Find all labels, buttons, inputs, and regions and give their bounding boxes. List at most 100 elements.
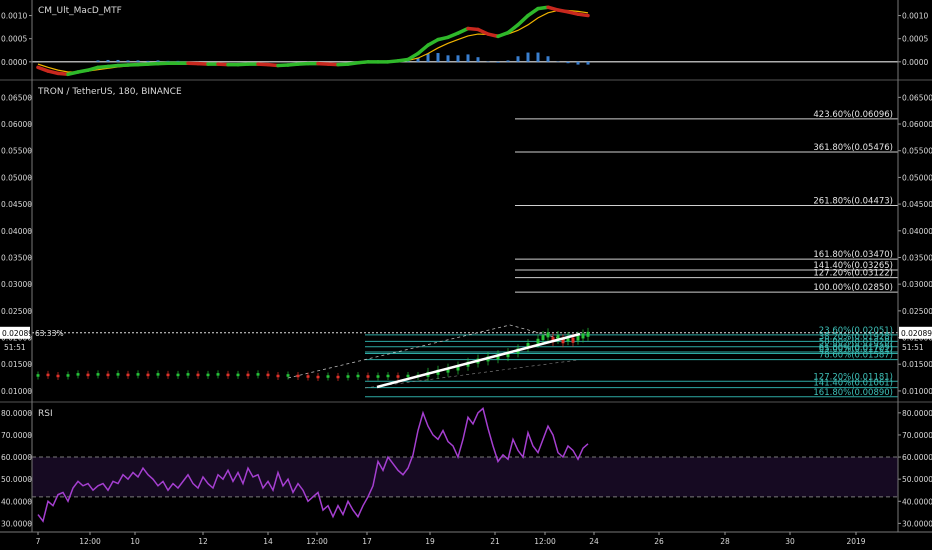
macd-histogram-bar bbox=[466, 54, 470, 62]
fib-level-label: 423.60%(0.06096) bbox=[813, 110, 893, 120]
candle-body bbox=[216, 373, 220, 376]
macd-histogram-bar bbox=[536, 52, 540, 62]
candle-body bbox=[136, 373, 140, 376]
trendline bbox=[376, 332, 581, 389]
candle-body bbox=[206, 373, 210, 377]
macd-histogram-bar bbox=[406, 60, 410, 62]
x-tick-label: 10 bbox=[130, 537, 140, 546]
candle-body bbox=[56, 374, 60, 378]
x-tick-label: 14 bbox=[263, 537, 273, 546]
x-tick-label: 12:00 bbox=[306, 537, 328, 546]
fib-level-label: 61.80%(0.01729) bbox=[819, 343, 893, 353]
candle-body bbox=[306, 375, 310, 378]
y-tick-right: 0.0010 bbox=[902, 12, 928, 21]
candle-body bbox=[76, 373, 80, 376]
candle-body bbox=[551, 337, 555, 343]
candle-body bbox=[506, 352, 510, 358]
candle-body bbox=[226, 373, 230, 377]
macd-line-segment bbox=[506, 23, 520, 35]
candle-body bbox=[336, 375, 340, 379]
candle-body bbox=[386, 374, 390, 378]
candle-body bbox=[186, 373, 190, 376]
macd-histogram-bar bbox=[146, 60, 150, 62]
y-tick-left: 0.04000 bbox=[1, 227, 32, 236]
candle-body bbox=[36, 374, 40, 377]
candle-body bbox=[66, 374, 70, 377]
fib-level-label: 127.20%(0.03122) bbox=[813, 269, 893, 279]
macd-histogram-bar bbox=[526, 52, 530, 62]
macd-histogram-bar bbox=[166, 60, 170, 62]
macd-histogram-bar bbox=[136, 60, 140, 62]
fib-level-label: 100.00%(0.02850) bbox=[813, 283, 893, 293]
macd-histogram-bar bbox=[546, 56, 550, 62]
y-tick-right: 0.04500 bbox=[902, 200, 932, 209]
macd-line-segment bbox=[576, 12, 590, 18]
y-tick-right: 0.03500 bbox=[902, 253, 932, 262]
y-tick-left: 0.0000 bbox=[1, 58, 27, 67]
candle-body bbox=[376, 375, 380, 378]
rsi-title: RSI bbox=[38, 409, 53, 419]
candle-body bbox=[566, 336, 570, 342]
y-tick-left: 0.06000 bbox=[1, 120, 32, 129]
candle-body bbox=[496, 354, 500, 360]
y-tick-right: 0.02500 bbox=[902, 307, 932, 316]
candle-body bbox=[256, 373, 260, 376]
y-tick-left: 0.05000 bbox=[1, 173, 32, 182]
macd-histogram-bar bbox=[496, 61, 500, 63]
candle-body bbox=[366, 375, 370, 378]
y-tick-left: 0.01500 bbox=[1, 360, 32, 369]
candle-body bbox=[396, 375, 400, 378]
macd-histogram-bar bbox=[586, 61, 590, 65]
fib-level-label: 261.80%(0.04473) bbox=[813, 197, 893, 207]
x-tick-label: 12:00 bbox=[79, 537, 101, 546]
x-tick-label: 17 bbox=[362, 537, 372, 546]
candle-body bbox=[246, 373, 250, 377]
macd-line-segment bbox=[426, 37, 440, 47]
macd-line-segment bbox=[496, 30, 510, 39]
candle-body bbox=[266, 373, 270, 377]
fib-level-label: 127.20%(0.01181) bbox=[813, 372, 893, 382]
candle-body bbox=[581, 333, 585, 339]
fib-level-label: 65.00%(0.01701) bbox=[819, 345, 893, 355]
fib-level-label: 141.40%(0.03265) bbox=[813, 261, 893, 271]
countdown-right: 51:51 bbox=[902, 343, 924, 352]
macd-histogram-bar bbox=[126, 60, 130, 62]
macd-histogram-bar bbox=[516, 56, 520, 62]
x-tick-label: 19 bbox=[425, 537, 435, 546]
candle-body bbox=[586, 331, 590, 337]
y-tick-left: 0.04500 bbox=[1, 200, 32, 209]
current-percent: 63.33% bbox=[35, 329, 64, 338]
countdown-left: 51:51 bbox=[4, 343, 26, 352]
fib-level-label: 38.20%(0.01928) bbox=[819, 332, 893, 342]
candle-body bbox=[276, 374, 280, 378]
y-tick-right: 80.0000 bbox=[902, 409, 932, 418]
macd-histogram-bar bbox=[476, 57, 480, 62]
candle-body bbox=[526, 343, 530, 349]
candle-body bbox=[536, 338, 540, 344]
candle-body bbox=[236, 373, 240, 377]
y-tick-left: 70.0000 bbox=[1, 431, 32, 440]
macd-line-segment bbox=[456, 26, 470, 35]
candle-body bbox=[106, 373, 110, 377]
fib-level-label: 50.00%(0.01828) bbox=[819, 338, 893, 348]
y-tick-right: 0.01000 bbox=[902, 387, 932, 396]
macd-line-segment bbox=[446, 31, 460, 40]
y-tick-left: 0.0010 bbox=[1, 12, 27, 21]
candle-body bbox=[166, 373, 170, 377]
macd-histogram-bar bbox=[456, 55, 460, 62]
macd-histogram-bar bbox=[156, 60, 160, 62]
macd-line-segment bbox=[526, 6, 540, 18]
y-tick-right: 60.0000 bbox=[902, 453, 932, 462]
macd-histogram-bar bbox=[416, 57, 420, 62]
candle-body bbox=[546, 332, 550, 338]
candle-body bbox=[86, 373, 90, 377]
macd-line-segment bbox=[516, 13, 530, 27]
macd-line-segment bbox=[416, 43, 430, 56]
macd-histogram-bar bbox=[446, 55, 450, 62]
candle-body bbox=[156, 373, 160, 376]
macd-line-segment bbox=[36, 65, 50, 73]
y-tick-left: 0.06500 bbox=[1, 93, 32, 102]
macd-pane: 0.0010 0.0010 0.0005 0.0005 0.0000 0.0000 bbox=[1, 5, 928, 77]
y-tick-left: 0.03000 bbox=[1, 280, 32, 289]
